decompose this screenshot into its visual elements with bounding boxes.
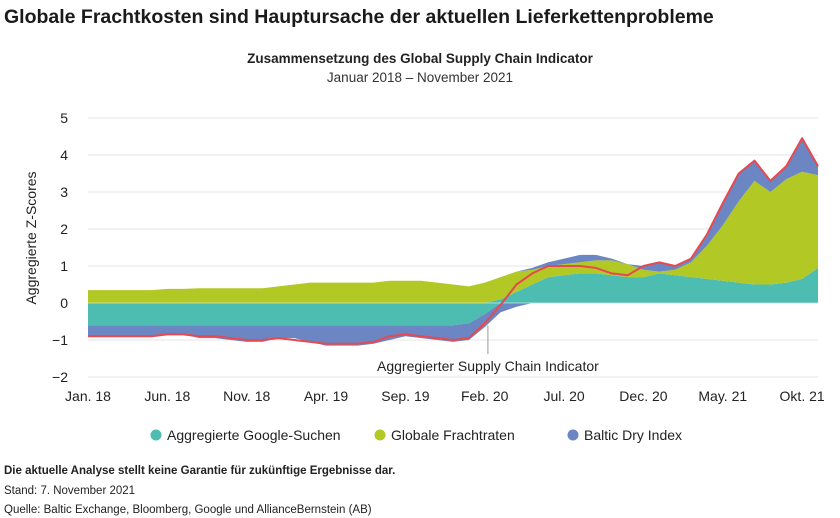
legend-label: Globale Frachtraten <box>391 427 515 443</box>
y-tick-label: 5 <box>60 110 68 126</box>
legend-swatch <box>150 429 162 441</box>
x-tick-label: Feb. 20 <box>461 388 509 404</box>
annotation-label: Aggregierter Supply Chain Indicator <box>377 358 599 374</box>
x-tick-label: Apr. 19 <box>304 388 349 404</box>
date-note: Stand: 7. November 2021 <box>4 485 136 497</box>
x-tick-label: Sep. 19 <box>381 388 429 404</box>
x-tick-label: Jul. 20 <box>543 388 584 404</box>
y-axis-label: Aggregierte Z-Scores <box>23 171 39 304</box>
y-tick-label: 3 <box>60 184 68 200</box>
y-tick-label: 1 <box>60 258 68 274</box>
x-tick-label: Okt. 21 <box>780 388 825 404</box>
y-tick-label: 4 <box>60 147 68 163</box>
disclaimer-note: Die aktuelle Analyse stellt keine Garant… <box>4 465 396 477</box>
x-tick-label: Jan. 18 <box>65 388 111 404</box>
axes: 5 4 3 2 1 0 −1 −2 Jan. 18 Jun. 18 Nov. 18 Apr. 19 Se… <box>52 110 825 404</box>
x-tick-label: Nov. 18 <box>223 388 270 404</box>
supply-chain-chart: 5 4 3 2 1 0 −1 −2 Jan. 18 Jun. 18 Nov. 18 Apr. 19 Se… <box>23 110 825 443</box>
y-tick-label: 0 <box>60 295 68 311</box>
legend: Aggregierte Google-Suchen Globale Frachtr… <box>150 427 682 443</box>
chart-title: Zusammensetzung des Global Supply Chain … <box>247 51 593 66</box>
y-tick-label: −1 <box>52 332 68 348</box>
legend-label: Baltic Dry Index <box>584 427 682 443</box>
x-tick-label: May. 21 <box>698 388 747 404</box>
area-google-searches-negative <box>88 303 818 326</box>
legend-swatch <box>567 429 579 441</box>
legend-swatch <box>374 429 386 441</box>
aggregate-indicator-line <box>88 137 819 345</box>
stacked-areas <box>88 137 819 346</box>
annotation: Aggregierter Supply Chain Indicator <box>377 325 599 374</box>
legend-label: Aggregierte Google-Suchen <box>167 427 341 443</box>
x-tick-label: Jun. 18 <box>144 388 190 404</box>
y-tick-label: 2 <box>60 221 68 237</box>
area-google-searches-positive <box>88 267 818 303</box>
source-note: Quelle: Baltic Exchange, Bloomberg, Goog… <box>4 504 372 516</box>
x-tick-label: Dec. 20 <box>619 388 667 404</box>
y-tick-label: −2 <box>52 369 68 385</box>
area-baltic-dry-index-negative <box>88 303 818 346</box>
headline: Globale Frachtkosten sind Hauptursache d… <box>4 6 714 28</box>
chart-subtitle: Januar 2018 – November 2021 <box>326 70 514 85</box>
